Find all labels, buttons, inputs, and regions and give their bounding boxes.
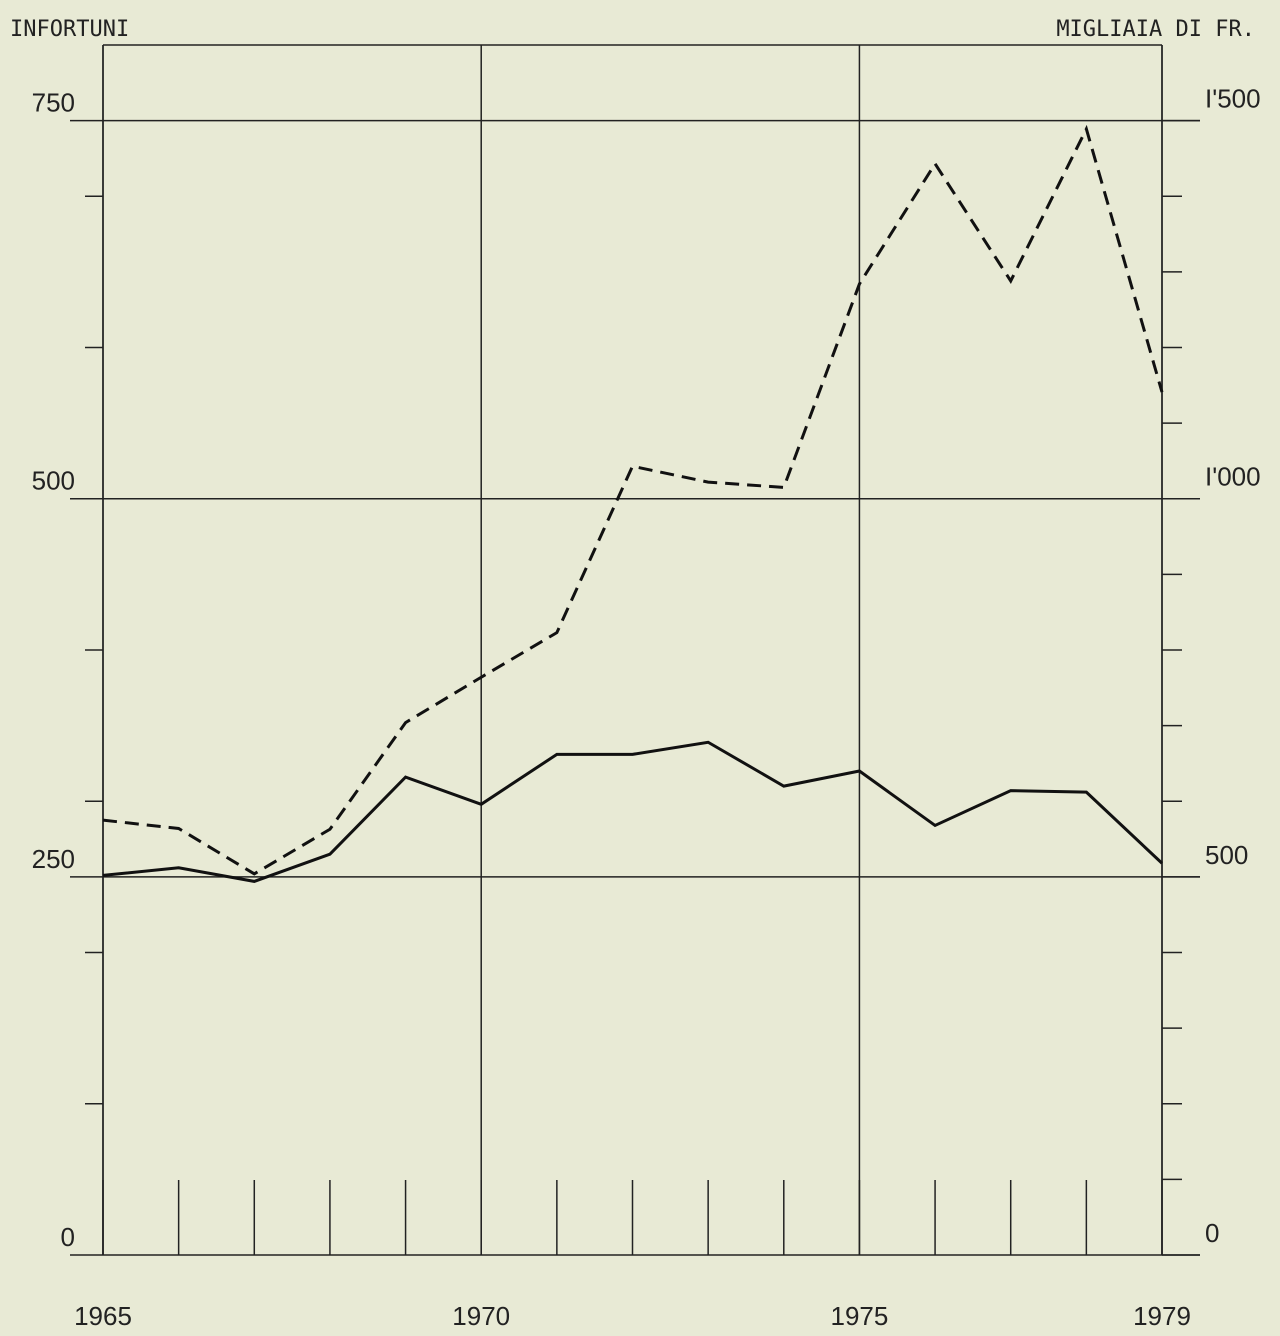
x-tick-label: 1965 bbox=[74, 1301, 132, 1331]
y2-axis-title: MIGLIAIA DI FR. bbox=[1056, 17, 1255, 42]
y2-tick-label: I'000 bbox=[1205, 462, 1261, 492]
y-axis-title: INFORTUNI bbox=[10, 17, 129, 42]
line-series bbox=[102, 740, 1164, 883]
y2-tick-label: I'500 bbox=[1205, 84, 1261, 114]
y2-tick-label: 0 bbox=[1205, 1218, 1219, 1248]
x-tick-label: 1975 bbox=[831, 1301, 889, 1331]
y-tick-label: 750 bbox=[32, 88, 75, 118]
line-series bbox=[102, 124, 1164, 876]
y-tick-label: 0 bbox=[61, 1222, 75, 1252]
x-tick-label: 1970 bbox=[452, 1301, 510, 1331]
y2-tick-label: 500 bbox=[1205, 840, 1248, 870]
x-tick-label: 1979 bbox=[1133, 1301, 1191, 1331]
y-tick-label: 500 bbox=[32, 466, 75, 496]
y-tick-label: 250 bbox=[32, 844, 75, 874]
